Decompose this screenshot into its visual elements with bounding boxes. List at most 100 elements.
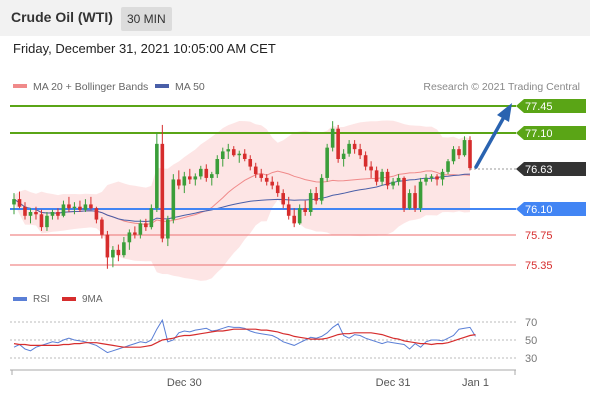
candle xyxy=(325,143,329,182)
label-bg-76-10 xyxy=(516,202,586,216)
x-axis: Dec 30 Dec 31 Jan 1 xyxy=(11,370,516,389)
candle xyxy=(155,132,159,212)
candle xyxy=(248,155,253,171)
label-76-63: 76.63 xyxy=(525,164,553,176)
candle xyxy=(374,166,379,186)
label-bg-76-63 xyxy=(516,162,586,176)
candle xyxy=(418,177,423,212)
candle xyxy=(413,185,417,212)
bollinger-band xyxy=(14,120,470,281)
x-tick-label: Dec 30 xyxy=(167,377,202,389)
candle xyxy=(127,229,132,250)
label-77-45: 77.45 xyxy=(525,101,553,113)
label-76-10: 76.10 xyxy=(525,204,553,216)
candle xyxy=(100,217,104,239)
candle xyxy=(358,143,362,159)
ma20-legend-swatch xyxy=(13,84,27,88)
candle xyxy=(17,191,22,209)
research-credit: Research © 2021 Trading Central xyxy=(423,81,580,93)
candle xyxy=(78,200,82,212)
candle xyxy=(435,174,439,186)
main-legend: MA 20 + Bollinger Bands MA 50 Research ©… xyxy=(13,81,580,93)
candle xyxy=(253,162,258,178)
candle xyxy=(12,193,16,215)
label-75-75: 75.75 xyxy=(525,230,553,242)
rsi-gridlines: 70 50 30 xyxy=(10,317,537,365)
candle xyxy=(56,208,60,220)
candle xyxy=(308,189,313,216)
ma9-legend-swatch xyxy=(62,297,76,301)
candle xyxy=(116,244,121,262)
candle xyxy=(424,174,428,186)
label-75-35: 75.35 xyxy=(525,260,553,272)
candle xyxy=(462,136,467,157)
label-bg-77-45 xyxy=(516,99,586,113)
candle xyxy=(385,168,390,190)
instrument-title: Crude Oil (WTI) xyxy=(11,9,113,25)
candle xyxy=(347,140,351,157)
ma50-legend-label: MA 50 xyxy=(175,81,205,93)
candle xyxy=(341,149,346,167)
candle xyxy=(89,196,93,210)
candle xyxy=(23,202,27,220)
candle xyxy=(352,140,357,154)
candle xyxy=(193,173,198,186)
level-lines xyxy=(10,105,516,266)
label-77-10: 77.10 xyxy=(525,128,553,140)
x-tick-label: Jan 1 xyxy=(462,377,489,389)
candle xyxy=(226,143,231,159)
candle xyxy=(363,151,368,171)
candle xyxy=(204,164,209,182)
candle xyxy=(231,146,236,157)
rsi-legend: RSI 9MA xyxy=(13,294,103,305)
candle xyxy=(83,199,88,212)
timeframe-badge[interactable]: 30 MIN xyxy=(121,7,172,31)
candle xyxy=(188,168,192,184)
price-labels: 77.45 77.10 76.63 76.10 75.75 75.35 xyxy=(516,99,586,272)
candle xyxy=(303,200,307,216)
candle xyxy=(259,168,264,182)
candle xyxy=(242,149,247,162)
candle xyxy=(45,212,49,231)
candle xyxy=(34,206,38,220)
rsi-lines xyxy=(13,318,476,354)
candle xyxy=(451,146,456,165)
projection-arrow xyxy=(474,103,512,169)
candle xyxy=(94,206,99,224)
candle xyxy=(264,174,269,186)
candle xyxy=(336,124,340,163)
candle xyxy=(396,174,401,186)
candle xyxy=(369,161,373,178)
candle xyxy=(209,171,214,186)
x-tick-label: Dec 31 xyxy=(376,377,411,389)
candle xyxy=(50,209,55,220)
candle xyxy=(446,159,450,175)
candle xyxy=(380,168,384,186)
candle xyxy=(105,230,110,269)
candle xyxy=(67,196,71,212)
arrow-head-icon xyxy=(497,103,512,122)
rsi-tick-label: 30 xyxy=(525,353,537,365)
candle xyxy=(133,226,137,239)
candle xyxy=(28,208,33,224)
candle xyxy=(198,165,203,180)
rsi-legend-swatch xyxy=(13,297,27,301)
rsi-tick-label: 70 xyxy=(525,317,537,329)
candle xyxy=(39,209,44,231)
candle xyxy=(215,155,220,178)
candle xyxy=(297,204,302,225)
candle xyxy=(237,150,242,163)
candle xyxy=(330,121,335,152)
candle xyxy=(429,174,434,182)
candle xyxy=(314,187,318,205)
candle xyxy=(160,124,165,243)
datetime-label: Friday, December 31, 2021 10:05:00 AM CE… xyxy=(13,41,276,56)
candle xyxy=(182,171,187,194)
candle xyxy=(407,189,412,210)
candle xyxy=(468,136,472,171)
rsi-line xyxy=(13,318,476,354)
candle xyxy=(319,174,324,205)
candle xyxy=(270,176,275,190)
candle xyxy=(166,215,170,247)
